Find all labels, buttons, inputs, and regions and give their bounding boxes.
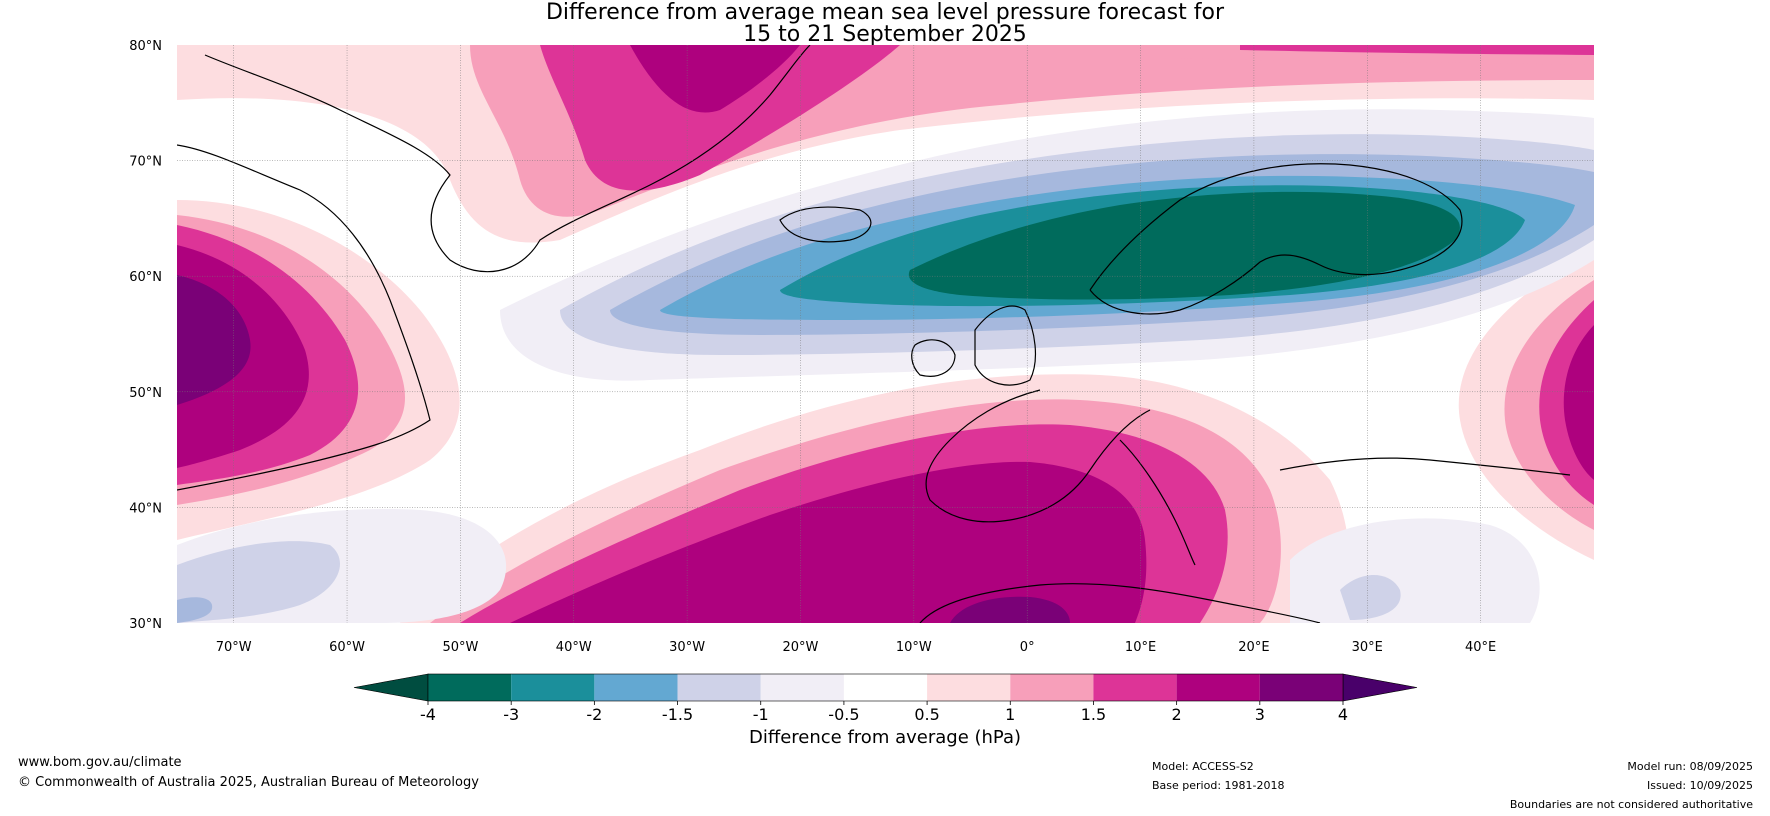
anomaly-region-scandinavia-negative-5 <box>908 191 1460 300</box>
colorbar-tick-label: 1.5 <box>1081 705 1106 724</box>
lon-tick-label: 10°W <box>896 640 932 655</box>
colorbar-segment <box>1176 674 1260 701</box>
footer-disclaimer: Boundaries are not considered authoritat… <box>1509 798 1753 811</box>
map-gridlines <box>177 45 1594 623</box>
coastline-greenland <box>204 45 811 273</box>
colorbar-segment <box>594 674 678 701</box>
coastlines <box>177 45 1571 623</box>
colorbar-tick-label: 4 <box>1338 705 1348 724</box>
anomaly-region-southwest-negative-2 <box>177 597 213 623</box>
colorbar-frame <box>427 673 1344 702</box>
anomaly-region-greenland-positive-2 <box>540 45 900 191</box>
footer-model: Model: ACCESS-S2 <box>1152 760 1254 773</box>
coastline-balkans-turkey <box>1279 457 1571 476</box>
colorbar-segment <box>511 674 595 701</box>
pressure-anomaly-field <box>177 45 1594 623</box>
lon-tick-label: 40°W <box>556 640 592 655</box>
colorbar-label: Difference from average (hPa) <box>748 727 1022 748</box>
latitude-tick-labels: 80°N 70°N 60°N 50°N 40°N 30°N <box>129 39 162 632</box>
footer-copyright: © Commonwealth of Australia 2025, Austra… <box>18 775 479 790</box>
colorbar-segment <box>1093 674 1177 701</box>
lon-tick-label: 10°E <box>1125 640 1156 655</box>
footer-base-period: Base period: 1981-2018 <box>1152 779 1285 792</box>
colorbar: -4 -3 -2 -1.5 -1 -0.5 0.5 1 1.5 2 3 4 <box>353 673 1418 724</box>
anomaly-region-arctic-positive-1 <box>1240 45 1594 55</box>
longitude-tick-labels: 70°W 60°W 50°W 40°W 30°W 20°W 10°W 0° 10°E 20°E 30… <box>216 640 1497 655</box>
anomaly-region-eastmed-negative-1 <box>1340 575 1401 620</box>
colorbar-segment <box>760 674 844 701</box>
colorbar-segment <box>1010 674 1094 701</box>
lat-tick-label: 40°N <box>129 501 162 516</box>
lon-tick-label: 50°W <box>442 640 478 655</box>
map-title-line-1: Difference from average mean sea level p… <box>545 0 1225 25</box>
colorbar-segment <box>428 674 512 701</box>
lat-tick-label: 70°N <box>129 155 162 170</box>
colorbar-tick-label: 1 <box>1005 705 1015 724</box>
coastline-canada <box>177 144 431 491</box>
colorbar-tick-label: 2 <box>1172 705 1182 724</box>
anomaly-region-greenland-positive-3 <box>630 45 800 113</box>
colorbar-segment <box>843 674 928 701</box>
coastline-scandinavia <box>1089 163 1463 315</box>
lon-tick-label: 30°E <box>1352 640 1383 655</box>
colorbar-tick-label: -4 <box>420 705 436 724</box>
coastline-western-europe <box>925 389 1151 523</box>
colorbar-tick-label: -1 <box>753 705 769 724</box>
colorbar-arrow-high <box>1342 673 1418 702</box>
lat-tick-label: 30°N <box>129 617 162 632</box>
anomaly-region-southwest-negative-1 <box>177 541 340 623</box>
anomaly-region-south-positive-3 <box>510 461 1147 623</box>
anomaly-region-east-positive-3 <box>1563 325 1594 480</box>
colorbar-segment <box>1259 674 1343 701</box>
coastline-iceland <box>779 206 872 243</box>
footer-issued: Issued: 10/09/2025 <box>1646 779 1753 792</box>
coastline-british-isles <box>974 305 1036 386</box>
lon-tick-label: 60°W <box>329 640 365 655</box>
colorbar-tick-label: -1.5 <box>662 705 693 724</box>
lat-tick-label: 80°N <box>129 39 162 54</box>
anomaly-region-south-positive-4 <box>950 596 1070 623</box>
coastline-africa <box>919 583 1321 623</box>
colorbar-segment <box>927 674 1011 701</box>
footer-model-run: Model run: 08/09/2025 <box>1627 760 1753 773</box>
colorbar-arrow-low <box>353 673 429 702</box>
lat-tick-label: 50°N <box>129 386 162 401</box>
lat-tick-label: 60°N <box>129 270 162 285</box>
lon-tick-label: 40°E <box>1465 640 1496 655</box>
lon-tick-label: 70°W <box>216 640 252 655</box>
coastline-italy <box>1119 439 1196 566</box>
colorbar-tick-label: -3 <box>503 705 519 724</box>
anomaly-region-canada-positive-4 <box>177 275 251 405</box>
lon-tick-label: 30°W <box>669 640 705 655</box>
map-title-line-2: 15 to 21 September 2025 <box>743 22 1027 47</box>
colorbar-segment <box>677 674 761 701</box>
colorbar-tick-label: -2 <box>586 705 602 724</box>
colorbar-tick-label: 0.5 <box>914 705 939 724</box>
footer-website: www.bom.gov.au/climate <box>18 755 182 770</box>
colorbar-tick-label: -0.5 <box>828 705 859 724</box>
coastline-ireland <box>911 339 956 377</box>
lon-tick-label: 20°W <box>783 640 819 655</box>
lon-tick-label: 20°E <box>1238 640 1269 655</box>
colorbar-tick-label: 3 <box>1255 705 1265 724</box>
lon-tick-label: 0° <box>1020 640 1035 655</box>
